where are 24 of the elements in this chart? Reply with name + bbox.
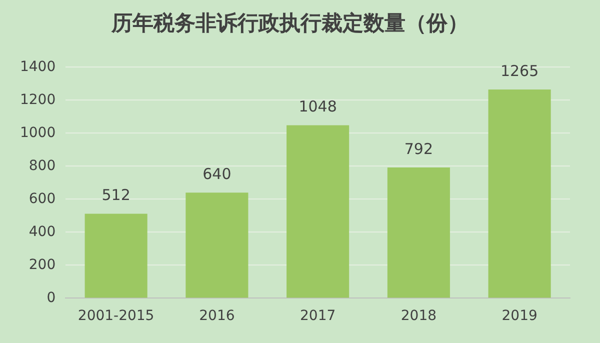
x-tick-label: 2017: [300, 308, 336, 324]
x-tick-label: 2018: [400, 308, 437, 324]
data-label: 512: [102, 186, 130, 204]
x-tick-label: 2019: [502, 308, 538, 324]
data-label: 640: [202, 164, 232, 183]
y-tick-label: 0: [46, 290, 56, 306]
x-tick-label: 2016: [199, 308, 235, 324]
data-label: 1265: [500, 62, 539, 80]
bar: [84, 214, 148, 298]
bar: [286, 125, 350, 298]
y-tick-label: 1000: [20, 124, 56, 141]
data-label: 792: [404, 140, 434, 158]
y-tick-label: 1200: [20, 92, 56, 108]
chart-title: 历年税务非诉行政执行裁定数量（份）: [110, 11, 468, 36]
y-tick-label: 800: [28, 158, 56, 174]
bar: [186, 192, 248, 298]
bar: [488, 89, 551, 298]
data-label: 1048: [298, 98, 337, 116]
y-tick-label: 200: [28, 256, 56, 273]
y-tick-label: 600: [28, 190, 56, 207]
bar: [387, 168, 450, 298]
y-tick-label: 400: [28, 224, 56, 240]
x-tick-label: 2001-2015: [78, 308, 154, 324]
y-tick-label: 1400: [20, 58, 56, 75]
